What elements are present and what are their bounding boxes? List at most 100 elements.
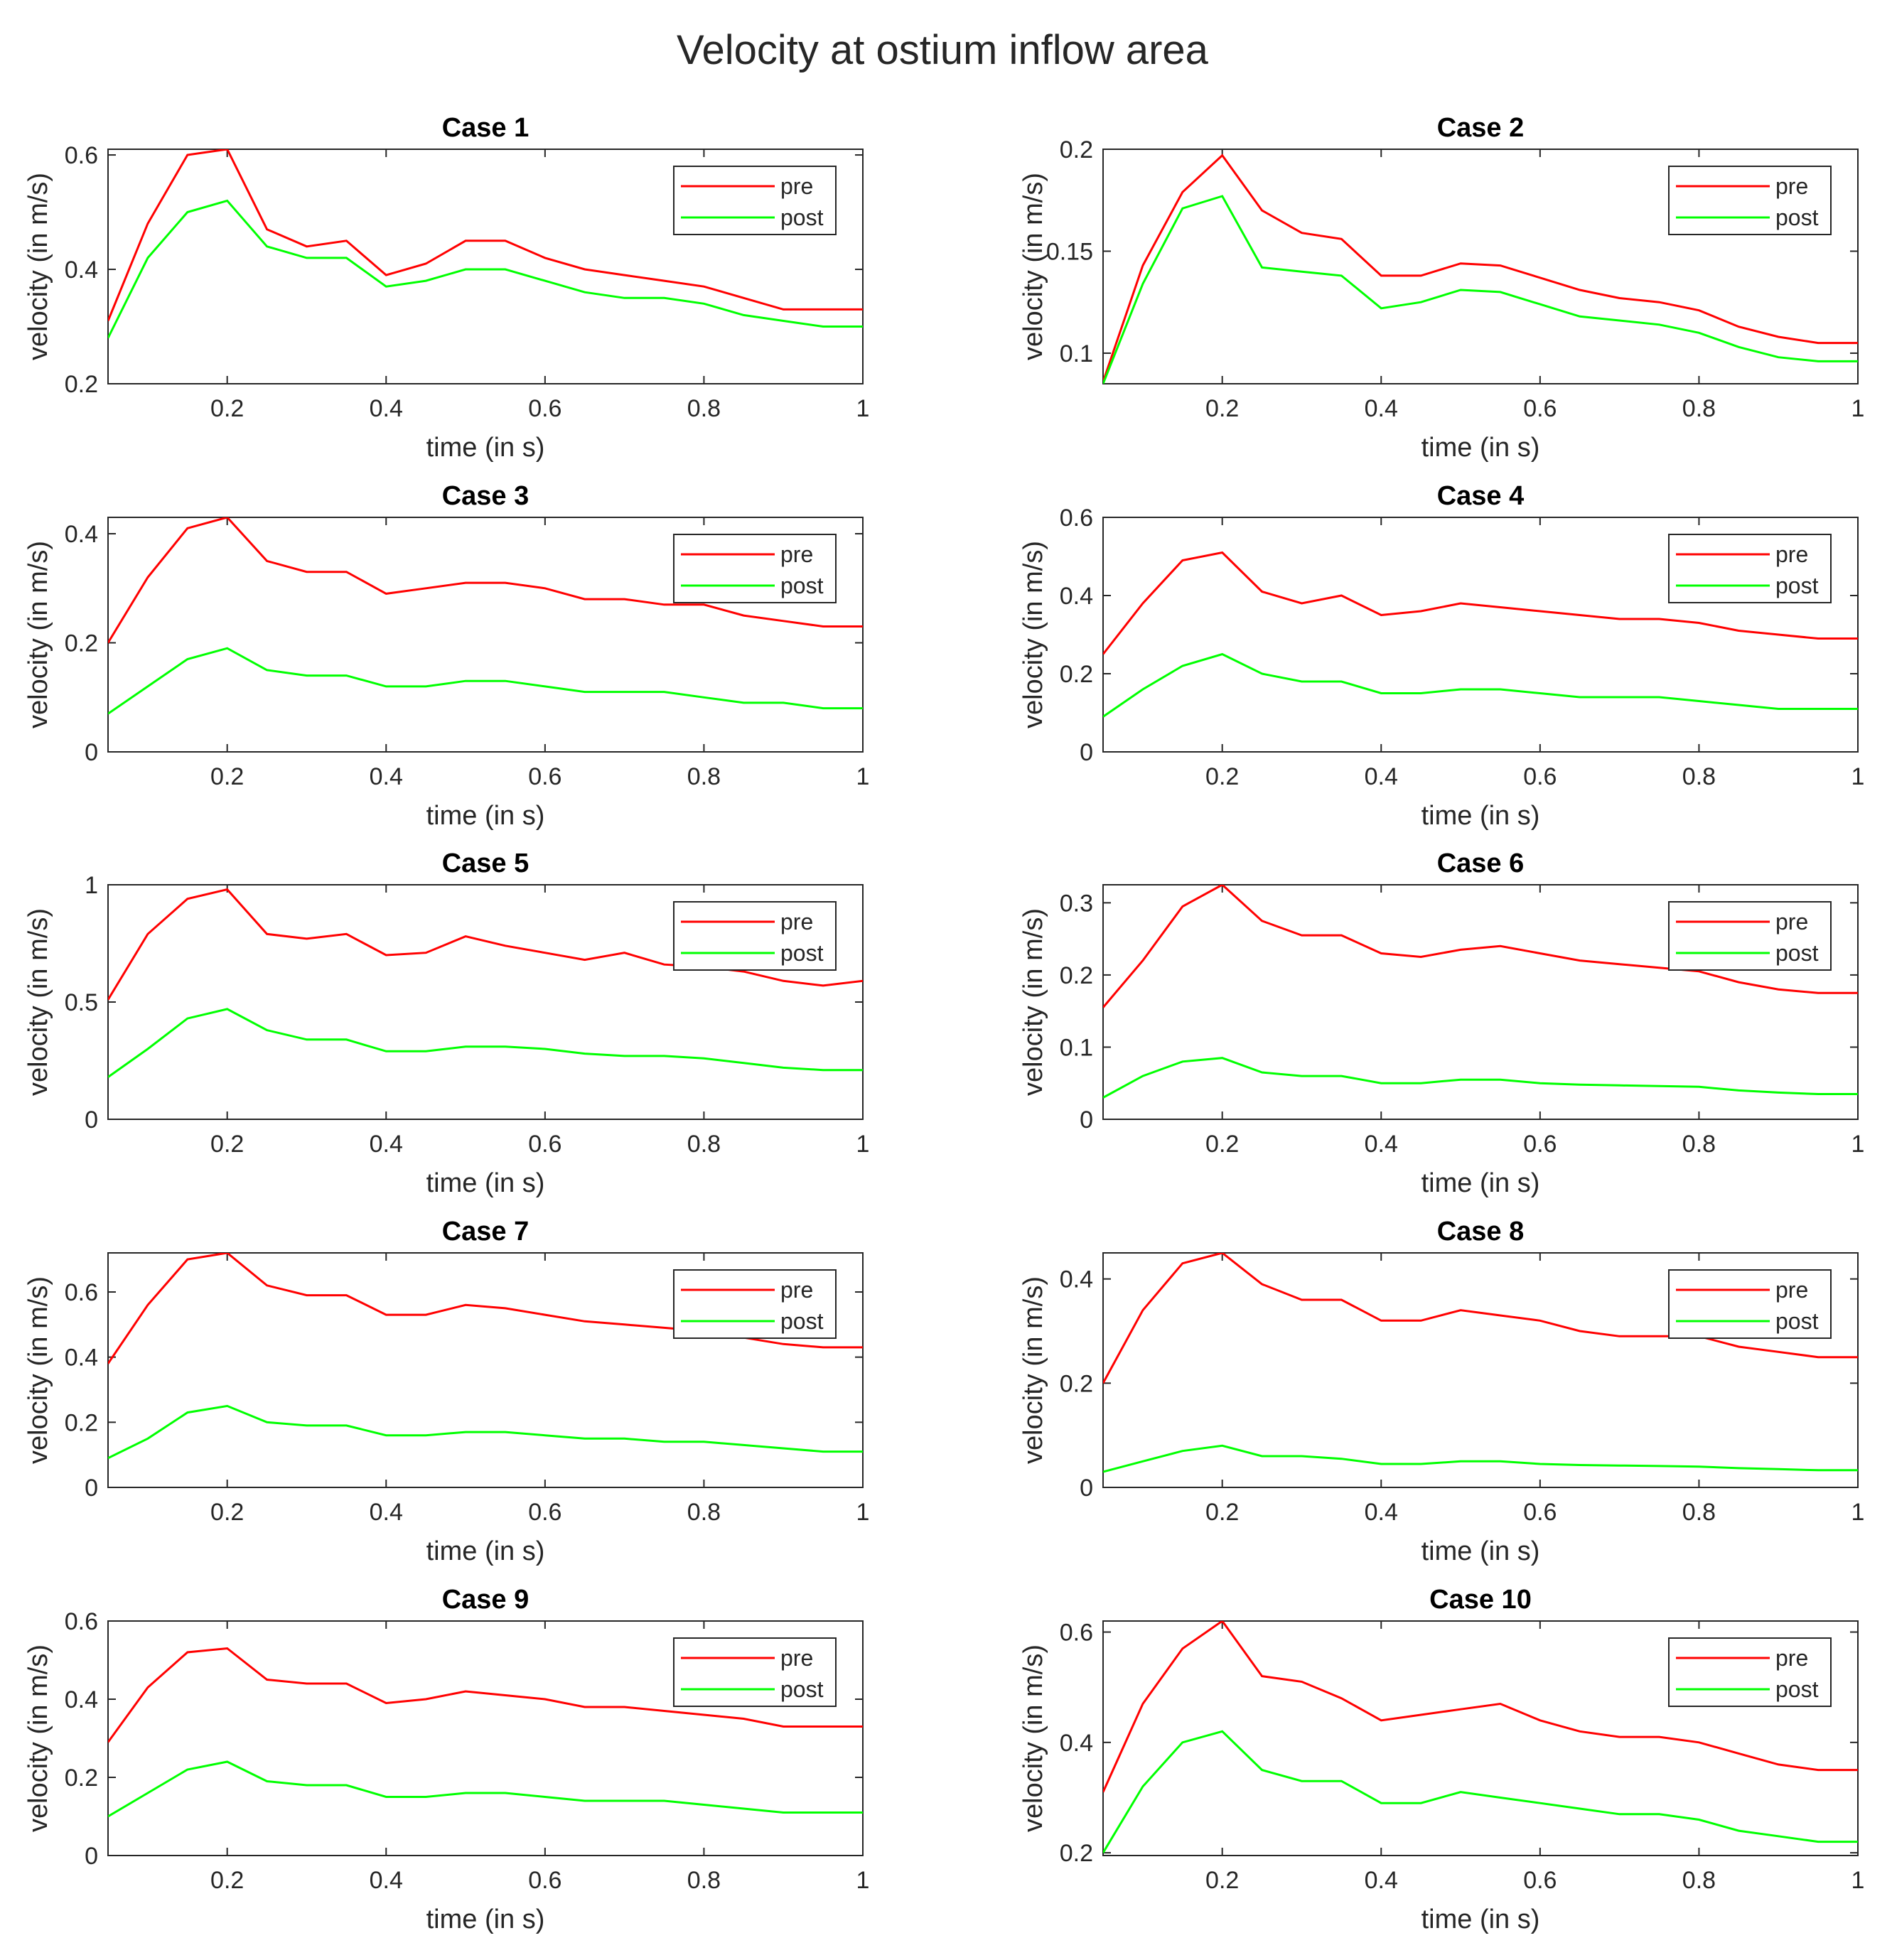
legend-box xyxy=(1668,1637,1832,1707)
x-axis-label: time (in s) xyxy=(426,801,545,831)
x-axis-label: time (in s) xyxy=(426,1536,545,1566)
legend: pre post xyxy=(673,1269,837,1339)
subplot-title: Case 6 xyxy=(1437,849,1525,878)
x-tick-label: 0.6 xyxy=(1523,395,1557,422)
x-tick-label: 1 xyxy=(1851,1499,1865,1526)
x-tick-label: 1 xyxy=(856,395,870,422)
x-tick-label: 0.8 xyxy=(687,1867,721,1894)
y-tick-label: 0.2 xyxy=(1060,1840,1093,1867)
x-tick-label: 0.2 xyxy=(210,395,244,422)
x-axis-label: time (in s) xyxy=(426,1905,545,1934)
y-tick-label: 0.6 xyxy=(1060,505,1093,532)
y-tick-label: 0.3 xyxy=(1060,890,1093,917)
y-tick-label: 0.2 xyxy=(65,1765,98,1792)
legend-label-post: post xyxy=(780,940,824,966)
legend: pre post xyxy=(1668,901,1832,971)
x-tick-label: 0.2 xyxy=(1205,1131,1239,1158)
y-axis-label: velocity (in m/s) xyxy=(1018,173,1048,360)
x-axis-label: time (in s) xyxy=(426,1168,545,1198)
y-axis-label: velocity (in m/s) xyxy=(23,908,53,1096)
y-axis-label: velocity (in m/s) xyxy=(1018,1276,1048,1464)
x-axis-label: time (in s) xyxy=(1421,1905,1540,1934)
x-tick-label: 1 xyxy=(856,1131,870,1158)
legend-label-post: post xyxy=(1775,1308,1819,1334)
subplot-title: Case 7 xyxy=(442,1217,530,1246)
y-tick-label: 0.1 xyxy=(1060,340,1093,367)
y-axis-label: velocity (in m/s) xyxy=(23,173,53,360)
legend-label-post: post xyxy=(1775,205,1819,230)
series-line-post xyxy=(108,647,863,715)
subplot-case-1: Case 1 0.2 0.4 0.6 0.8 1 0.2 0.4 0.6 time (in s) v… xyxy=(23,113,869,463)
x-tick-label: 0.6 xyxy=(1523,1131,1557,1158)
y-axis-label: velocity (in m/s) xyxy=(1018,908,1048,1096)
series-line-post xyxy=(108,1404,863,1460)
series-line-post xyxy=(1103,1057,1858,1099)
subplot-title: Case 4 xyxy=(1437,481,1525,511)
x-tick-label: 0.8 xyxy=(1682,1867,1716,1894)
legend-box xyxy=(673,534,837,603)
legend: pre post xyxy=(673,1637,837,1707)
legend-label-pre: pre xyxy=(780,909,813,935)
y-tick-label: 0 xyxy=(85,1475,98,1502)
y-tick-label: 0.4 xyxy=(65,521,98,548)
x-tick-label: 0.6 xyxy=(528,763,561,790)
subplot-case-5: Case 5 0.2 0.4 0.6 0.8 1 0 0.5 1 time (in s) veloc… xyxy=(23,849,869,1198)
series-line-post xyxy=(108,199,863,339)
y-axis-label: velocity (in m/s) xyxy=(23,1276,53,1464)
y-tick-label: 0.2 xyxy=(65,630,98,657)
series-line-pre xyxy=(1103,1621,1858,1793)
x-tick-label: 1 xyxy=(1851,763,1865,790)
legend-label-post: post xyxy=(780,1308,824,1334)
x-tick-label: 0.4 xyxy=(1365,395,1398,422)
legend-label-pre: pre xyxy=(1775,173,1808,199)
subplot-case-9: Case 9 0.2 0.4 0.6 0.8 1 0 0.2 0.4 0.6 time (in s)… xyxy=(23,1585,869,1934)
y-tick-label: 0.2 xyxy=(1060,962,1093,989)
legend-box xyxy=(1668,1269,1832,1339)
subplot-grid: Case 1 0.2 0.4 0.6 0.8 1 0.2 0.4 0.6 time (in s) v… xyxy=(23,113,1864,1934)
y-axis-label: velocity (in m/s) xyxy=(1018,541,1048,728)
x-tick-label: 1 xyxy=(1851,1131,1865,1158)
y-tick-label: 0 xyxy=(1080,739,1093,766)
y-tick-label: 0.6 xyxy=(1060,1620,1093,1647)
x-tick-label: 0.4 xyxy=(370,1131,403,1158)
x-tick-label: 0.6 xyxy=(528,1131,561,1158)
legend-box xyxy=(1668,166,1832,235)
y-tick-label: 0.6 xyxy=(65,1608,98,1635)
subplot-title: Case 10 xyxy=(1429,1585,1532,1615)
y-tick-label: 0.4 xyxy=(1060,1730,1093,1757)
x-tick-label: 0.6 xyxy=(528,395,561,422)
legend-box xyxy=(673,1637,837,1707)
y-tick-label: 0.2 xyxy=(65,371,98,398)
series-line-pre xyxy=(108,517,863,644)
legend-box xyxy=(673,901,837,971)
x-tick-label: 0.6 xyxy=(528,1867,561,1894)
x-axis-label: time (in s) xyxy=(1421,1168,1540,1198)
legend: pre post xyxy=(1668,534,1832,603)
legend-label-post: post xyxy=(1775,940,1819,966)
y-tick-label: 0.4 xyxy=(65,257,98,284)
subplot-title: Case 9 xyxy=(442,1585,530,1615)
subplot-title: Case 2 xyxy=(1437,113,1525,143)
legend-box xyxy=(673,166,837,235)
legend-box xyxy=(1668,901,1832,971)
legend-label-pre: pre xyxy=(1775,1277,1808,1303)
x-tick-label: 0.8 xyxy=(1682,395,1716,422)
x-tick-label: 0.4 xyxy=(1365,1867,1398,1894)
y-tick-label: 0.5 xyxy=(65,989,98,1016)
y-tick-label: 0 xyxy=(85,1106,98,1134)
x-tick-label: 0.4 xyxy=(1365,763,1398,790)
y-tick-label: 0.15 xyxy=(1046,238,1093,265)
y-axis-label: velocity (in m/s) xyxy=(1018,1644,1048,1832)
x-tick-label: 0.4 xyxy=(370,1499,403,1526)
subplot-case-2: Case 2 0.2 0.4 0.6 0.8 1 0.1 0.15 0.2 time (in s)… xyxy=(1018,113,1864,463)
x-tick-label: 0.4 xyxy=(370,1867,403,1894)
legend: pre post xyxy=(1668,1637,1832,1707)
legend-label-pre: pre xyxy=(1775,1645,1808,1671)
x-tick-label: 0.8 xyxy=(687,763,721,790)
series-line-pre xyxy=(1103,885,1858,1008)
x-tick-label: 1 xyxy=(856,1867,870,1894)
x-tick-label: 1 xyxy=(1851,1867,1865,1894)
legend-label-pre: pre xyxy=(1775,542,1808,567)
legend: pre post xyxy=(673,534,837,603)
